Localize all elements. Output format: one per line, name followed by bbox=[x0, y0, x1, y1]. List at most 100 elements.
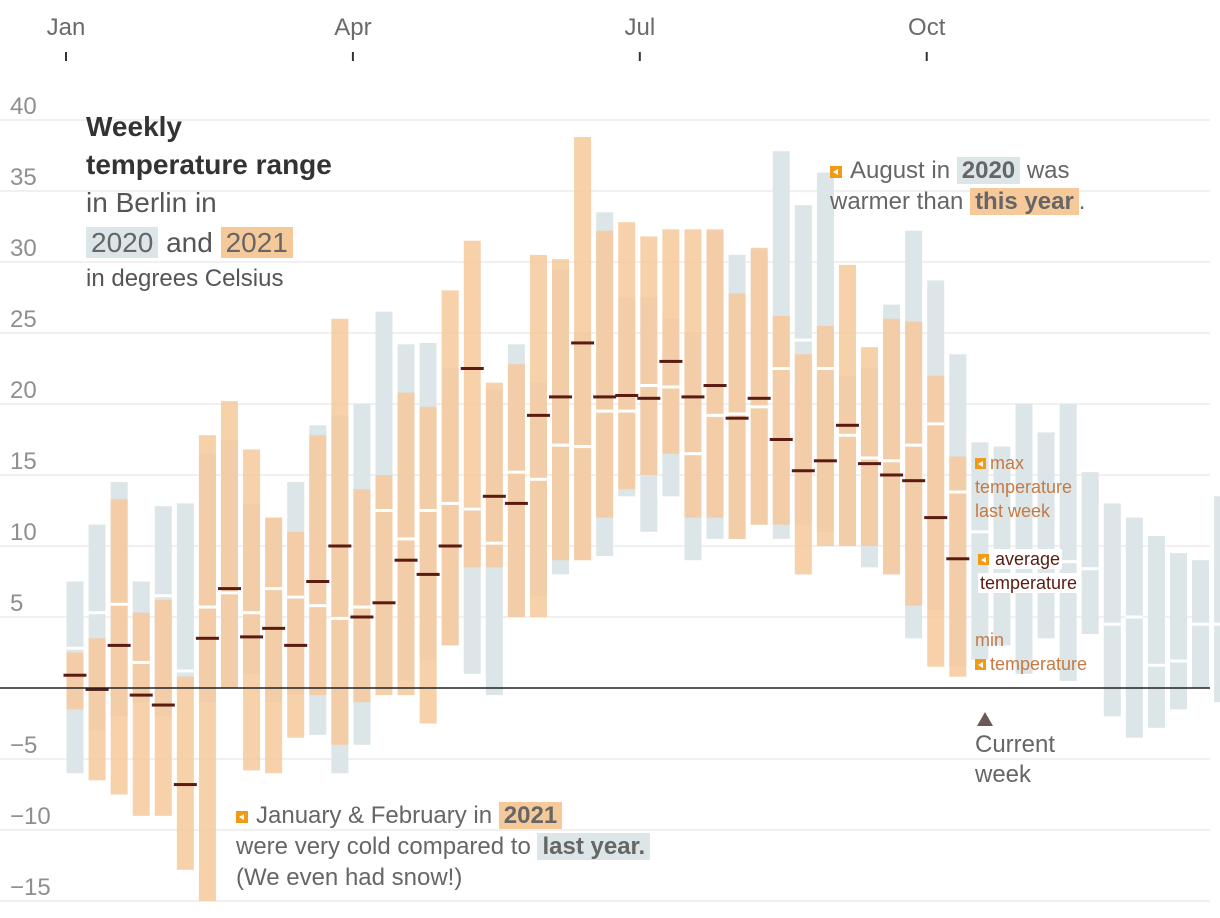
legend-max: max temperature last week bbox=[975, 451, 1072, 523]
bar-2021 bbox=[507, 364, 525, 617]
current-week-line2: week bbox=[975, 761, 1032, 788]
month-axis: Jan Apr Jul Oct bbox=[47, 14, 946, 61]
avg-mark-2021 bbox=[637, 396, 661, 400]
month-label: Oct bbox=[908, 14, 946, 41]
avg-mark-2020 bbox=[397, 537, 415, 541]
bar-2021 bbox=[485, 382, 503, 568]
avg-mark-2021 bbox=[769, 438, 793, 441]
avg-mark-2020 bbox=[838, 433, 856, 437]
avg-mark-2021 bbox=[328, 544, 352, 548]
avg-mark-2020 bbox=[220, 591, 238, 595]
winter-line3: (We even had snow!) bbox=[236, 864, 463, 891]
title-year-2021: 2021 bbox=[220, 227, 293, 258]
avg-mark-2020 bbox=[905, 443, 923, 447]
avg-mark-2021 bbox=[372, 601, 396, 605]
avg-2020-marks bbox=[66, 338, 1220, 673]
bar-2021 bbox=[706, 229, 724, 518]
avg-mark-2020 bbox=[331, 616, 349, 620]
y-tick-label: 10 bbox=[10, 519, 37, 546]
avg-2021-marks bbox=[63, 341, 970, 787]
avg-mark-2020 bbox=[574, 445, 592, 449]
avg-mark-2020 bbox=[1103, 622, 1121, 626]
y-tick-label: −15 bbox=[10, 874, 51, 901]
avg-mark-2020 bbox=[1147, 663, 1165, 667]
current-week-line1: Current bbox=[975, 731, 1056, 758]
avg-mark-2020 bbox=[243, 611, 261, 615]
y-tick-label: 25 bbox=[10, 306, 37, 333]
bar-2020 bbox=[1015, 404, 1033, 674]
bar-2020 bbox=[1103, 503, 1121, 717]
avg-mark-2021 bbox=[262, 626, 286, 630]
avg-mark-2020 bbox=[529, 477, 547, 481]
avg-mark-2020 bbox=[618, 409, 636, 413]
avg-mark-2021 bbox=[791, 469, 815, 473]
avg-mark-2020 bbox=[728, 412, 746, 416]
august-prefix: August in bbox=[850, 157, 951, 184]
bar-2021 bbox=[375, 475, 393, 696]
avg-mark-2020 bbox=[287, 595, 305, 599]
bar-2020 bbox=[993, 446, 1011, 646]
bar-2021 bbox=[794, 354, 812, 575]
august-year: 2020 bbox=[956, 157, 1021, 184]
avg-mark-2020 bbox=[265, 587, 283, 591]
avg-mark-2021 bbox=[195, 636, 219, 640]
avg-mark-2020 bbox=[552, 443, 570, 447]
title-bold: Weekly temperature range bbox=[86, 111, 332, 180]
marker-icon bbox=[975, 659, 986, 670]
bar-2021 bbox=[265, 517, 283, 774]
marker-icon bbox=[236, 811, 248, 823]
avg-mark-2021 bbox=[350, 615, 374, 619]
current-week-label: Current week bbox=[975, 712, 1055, 790]
avg-mark-2020 bbox=[110, 602, 128, 606]
avg-mark-2021 bbox=[924, 516, 948, 520]
y-axis-ticks: 40 35 30 25 20 15 10 5 −5 −10 −15 bbox=[10, 93, 51, 901]
bar-2021 bbox=[618, 222, 636, 490]
avg-mark-2021 bbox=[85, 687, 109, 691]
avg-mark-2021 bbox=[813, 459, 837, 463]
avg-mark-2021 bbox=[240, 635, 264, 639]
y-tick-label: 15 bbox=[10, 448, 37, 475]
avg-mark-2021 bbox=[173, 783, 197, 787]
y-tick-label: −10 bbox=[10, 803, 51, 830]
avg-mark-2021 bbox=[681, 395, 705, 399]
avg-mark-2020 bbox=[441, 501, 459, 505]
avg-mark-2020 bbox=[861, 456, 879, 460]
avg-mark-2020 bbox=[353, 605, 371, 609]
avg-mark-2021 bbox=[549, 395, 573, 399]
avg-mark-2020 bbox=[463, 507, 481, 511]
bar-2021 bbox=[309, 435, 327, 696]
avg-mark-2021 bbox=[659, 359, 683, 363]
avg-mark-2020 bbox=[1059, 560, 1077, 564]
avg-mark-2020 bbox=[66, 646, 84, 650]
legend-min-1: min bbox=[975, 630, 1005, 650]
avg-mark-2021 bbox=[284, 643, 308, 647]
avg-mark-2020 bbox=[1125, 615, 1143, 619]
bar-2021 bbox=[154, 599, 172, 816]
avg-mark-2020 bbox=[706, 413, 724, 417]
bar-2021 bbox=[640, 236, 658, 475]
bar-2021 bbox=[331, 318, 349, 745]
avg-mark-2021 bbox=[902, 479, 926, 483]
legend-avg: average temperature bbox=[978, 547, 1080, 595]
august-line2: warmer than bbox=[830, 188, 964, 215]
bar-2021 bbox=[88, 638, 106, 781]
bar-2021 bbox=[397, 392, 415, 696]
avg-mark-2021 bbox=[526, 413, 550, 417]
avg-mark-2021 bbox=[151, 703, 175, 707]
bar-2021 bbox=[419, 406, 437, 724]
avg-mark-2020 bbox=[971, 530, 989, 534]
bar-2021 bbox=[816, 325, 834, 546]
bar-2021 bbox=[552, 259, 570, 561]
marker-icon bbox=[830, 166, 842, 178]
legend-max-1: max bbox=[990, 453, 1025, 473]
avg-mark-2021 bbox=[946, 557, 970, 561]
bar-2021 bbox=[198, 435, 216, 901]
avg-mark-2020 bbox=[816, 367, 834, 370]
bar-2020 bbox=[1059, 404, 1077, 681]
avg-mark-2020 bbox=[927, 422, 945, 426]
bar-2021 bbox=[772, 315, 790, 525]
avg-mark-2021 bbox=[571, 341, 595, 345]
marker-icon bbox=[975, 458, 986, 469]
bar-2020 bbox=[971, 442, 989, 660]
winter-line2: were very cold compared to bbox=[236, 833, 531, 860]
